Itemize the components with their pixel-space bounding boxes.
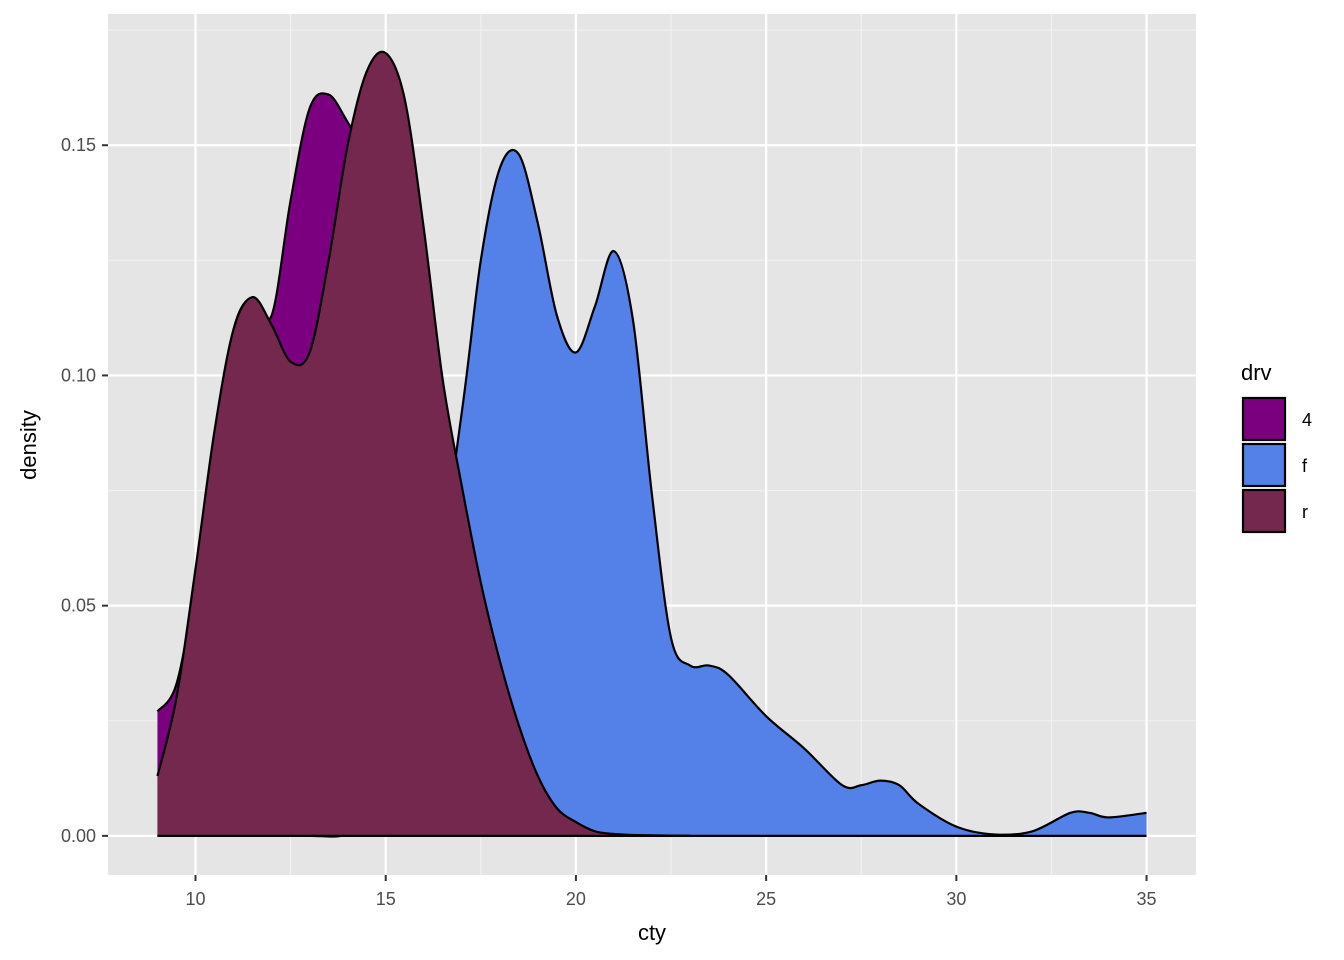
legend: drv 4 f r [1241,360,1312,534]
legend-key-r [1241,488,1287,534]
density-area-f [157,149,1147,837]
y-axis-title: density [16,410,41,480]
x-tick-label: 10 [185,889,205,909]
legend-key-4 [1241,396,1287,442]
legend-title: drv [1241,360,1272,385]
legend-label-r: r [1302,502,1308,522]
y-axis: 0.00 0.05 0.10 0.15 [61,135,108,846]
y-tick-label: 0.10 [61,365,96,385]
x-tick-label: 30 [946,889,966,909]
density-area-r [157,51,691,836]
density-areas [156,50,1147,838]
legend-key-f [1241,442,1287,488]
y-tick-label: 0.00 [61,826,96,846]
legend-label-f: f [1302,456,1308,476]
x-tick-label: 25 [756,889,776,909]
x-axis: 10 15 20 25 30 35 [185,875,1157,909]
x-tick-label: 20 [566,889,586,909]
y-tick-label: 0.05 [61,596,96,616]
x-tick-label: 35 [1137,889,1157,909]
y-tick-label: 0.15 [61,135,96,155]
x-axis-title: cty [638,920,666,945]
density-line-r [156,50,691,837]
legend-label-4: 4 [1302,410,1312,430]
x-tick-label: 15 [376,889,396,909]
